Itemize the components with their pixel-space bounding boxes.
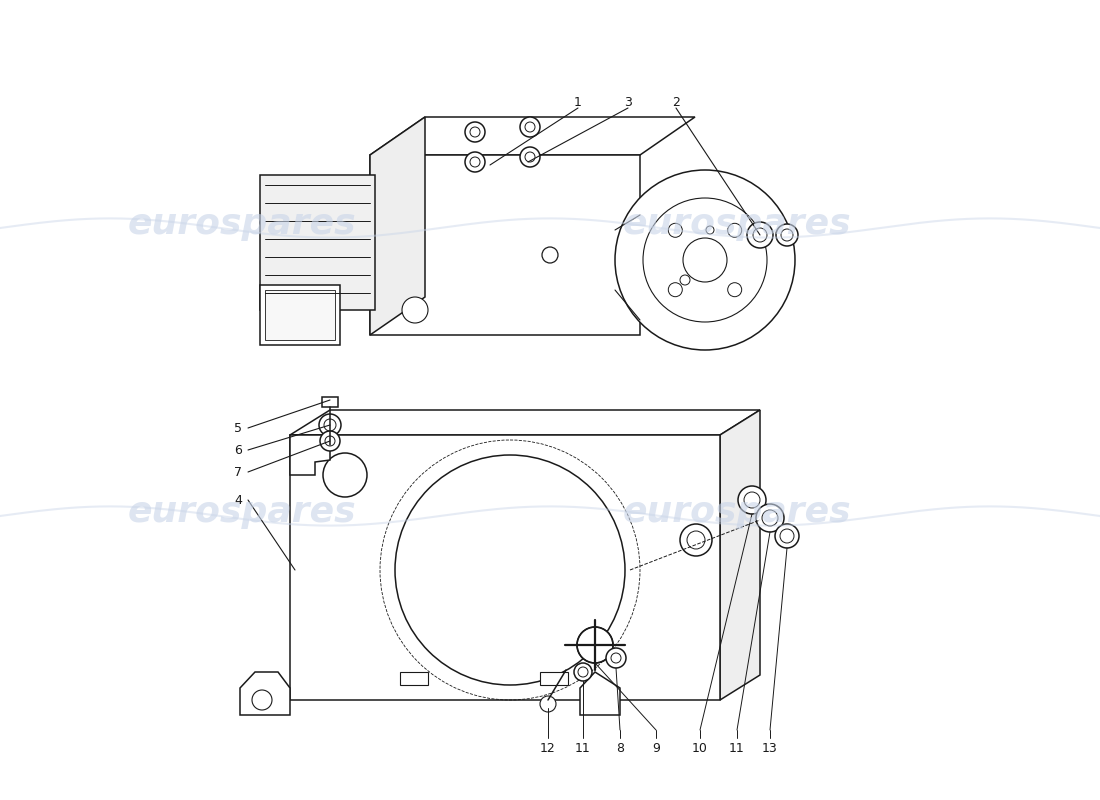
Circle shape (525, 152, 535, 162)
Text: 9: 9 (652, 742, 660, 755)
Text: 5: 5 (234, 422, 242, 434)
Circle shape (465, 122, 485, 142)
Circle shape (320, 431, 340, 451)
Circle shape (776, 224, 798, 246)
Circle shape (754, 228, 767, 242)
Text: eurospares: eurospares (128, 495, 356, 529)
Circle shape (606, 648, 626, 668)
Polygon shape (290, 435, 330, 475)
Polygon shape (370, 117, 695, 155)
Text: 1: 1 (574, 95, 582, 109)
Circle shape (470, 127, 480, 137)
Circle shape (465, 152, 485, 172)
Circle shape (319, 414, 341, 436)
Text: 10: 10 (692, 742, 708, 755)
Circle shape (578, 667, 588, 677)
Text: 11: 11 (575, 742, 591, 755)
Circle shape (470, 157, 480, 167)
Polygon shape (580, 672, 620, 715)
Polygon shape (290, 435, 720, 700)
Polygon shape (240, 672, 290, 715)
Circle shape (395, 455, 625, 685)
Polygon shape (370, 155, 640, 335)
Polygon shape (290, 410, 760, 435)
Circle shape (252, 690, 272, 710)
Text: 3: 3 (624, 95, 631, 109)
Circle shape (728, 282, 741, 297)
Circle shape (323, 453, 367, 497)
Polygon shape (720, 410, 760, 700)
Circle shape (610, 653, 621, 663)
Circle shape (615, 170, 795, 350)
Circle shape (578, 627, 613, 663)
Text: eurospares: eurospares (128, 207, 356, 241)
Circle shape (402, 297, 428, 323)
Circle shape (706, 226, 714, 234)
Circle shape (669, 223, 682, 238)
Text: 12: 12 (540, 742, 556, 755)
Text: 13: 13 (762, 742, 778, 755)
Circle shape (644, 198, 767, 322)
Circle shape (680, 275, 690, 285)
Circle shape (324, 436, 336, 446)
Text: eurospares: eurospares (623, 495, 851, 529)
Bar (540, 672, 568, 685)
Circle shape (669, 282, 682, 297)
Circle shape (520, 147, 540, 167)
Text: eurospares: eurospares (623, 207, 851, 241)
Polygon shape (260, 285, 340, 345)
Circle shape (540, 696, 556, 712)
Circle shape (756, 504, 784, 532)
Circle shape (680, 524, 712, 556)
Circle shape (747, 222, 773, 248)
Bar (322, 397, 338, 407)
Circle shape (574, 663, 592, 681)
Bar (265, 290, 336, 340)
Polygon shape (260, 175, 375, 310)
Bar (400, 672, 428, 685)
Text: 6: 6 (234, 443, 242, 457)
Circle shape (520, 117, 540, 137)
Circle shape (781, 229, 793, 241)
Circle shape (688, 531, 705, 549)
Circle shape (728, 223, 741, 238)
Circle shape (525, 122, 535, 132)
Text: 11: 11 (729, 742, 745, 755)
Circle shape (780, 529, 794, 543)
Circle shape (542, 247, 558, 263)
Polygon shape (370, 117, 425, 335)
Text: 7: 7 (234, 466, 242, 478)
Circle shape (324, 419, 336, 431)
Circle shape (683, 238, 727, 282)
Text: 4: 4 (234, 494, 242, 506)
Circle shape (776, 524, 799, 548)
Circle shape (762, 510, 778, 526)
Text: 8: 8 (616, 742, 624, 755)
Circle shape (744, 492, 760, 508)
Circle shape (738, 486, 766, 514)
Text: 2: 2 (672, 95, 680, 109)
